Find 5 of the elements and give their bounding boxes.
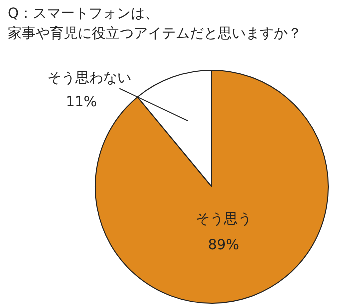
slice-label: そう思わない (48, 70, 132, 86)
data-label: 89% (208, 238, 240, 254)
chart-title: Q：スマートフォンは、家事や育児に役立つアイテムだと思いますか？ (8, 5, 302, 44)
data-label: 11% (66, 94, 98, 110)
slice-label: そう思う (196, 212, 252, 228)
